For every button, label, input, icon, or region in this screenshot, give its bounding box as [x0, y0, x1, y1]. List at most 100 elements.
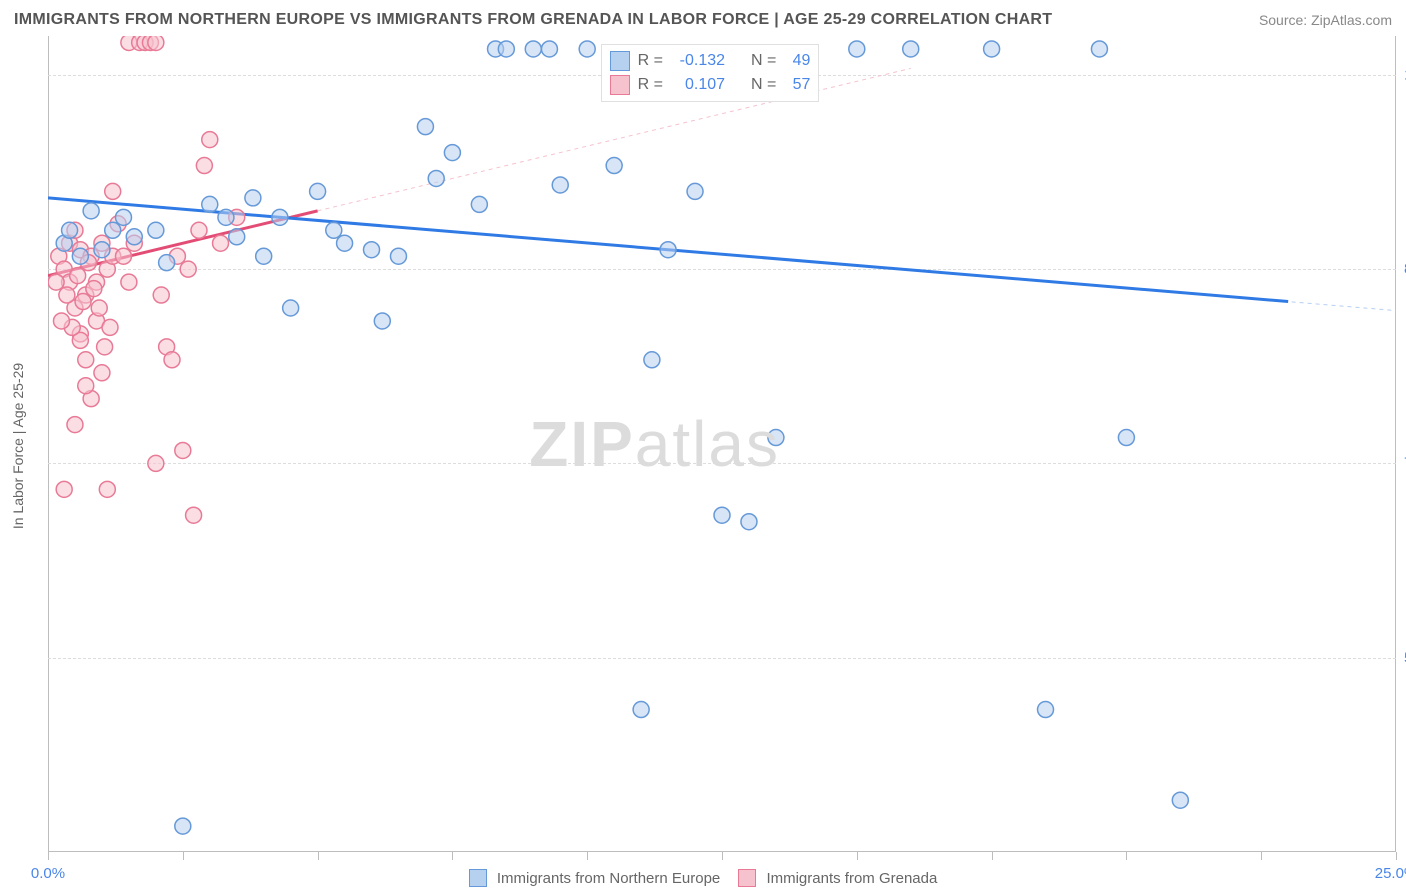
data-point — [687, 183, 703, 199]
data-point — [91, 300, 107, 316]
data-point — [633, 702, 649, 718]
data-point — [741, 514, 757, 530]
data-point — [196, 158, 212, 174]
corr-n-b: 57 — [784, 73, 810, 97]
data-point — [115, 248, 131, 264]
data-point — [283, 300, 299, 316]
legend-label-a: Immigrants from Northern Europe — [497, 870, 720, 887]
data-point — [444, 145, 460, 161]
chart-svg — [48, 36, 1396, 852]
corr-row-b: R = 0.107 N = 57 — [610, 73, 811, 97]
data-point — [714, 507, 730, 523]
data-point — [78, 352, 94, 368]
x-tick — [587, 852, 588, 860]
data-point — [202, 132, 218, 148]
data-point — [606, 158, 622, 174]
data-point — [99, 481, 115, 497]
data-point — [525, 41, 541, 57]
data-point — [126, 229, 142, 245]
data-point — [105, 222, 121, 238]
data-point — [417, 119, 433, 135]
data-point — [849, 41, 865, 57]
x-tick — [722, 852, 723, 860]
data-point — [1038, 702, 1054, 718]
corr-n-label: N = — [751, 49, 776, 73]
corr-n-label-b: N = — [751, 73, 776, 97]
plot-area: ZIPatlas R = -0.132 N = 49 R = 0.107 N =… — [48, 36, 1396, 852]
legend-item-a: Immigrants from Northern Europe — [469, 870, 721, 888]
x-tick — [992, 852, 993, 860]
x-tick — [48, 852, 49, 860]
data-point — [67, 417, 83, 433]
chart-title: IMMIGRANTS FROM NORTHERN EUROPE VS IMMIG… — [14, 11, 1052, 29]
data-point — [202, 196, 218, 212]
x-tick — [857, 852, 858, 860]
bottom-legend: Immigrants from Northern Europe Immigran… — [0, 870, 1406, 888]
data-point — [186, 507, 202, 523]
data-point — [229, 229, 245, 245]
corr-n-a: 49 — [784, 49, 810, 73]
data-point — [644, 352, 660, 368]
corr-r-a: -0.132 — [671, 49, 725, 73]
data-point — [374, 313, 390, 329]
data-point — [552, 177, 568, 193]
data-point — [115, 209, 131, 225]
data-point — [97, 339, 113, 355]
data-point — [541, 41, 557, 57]
corr-r-b: 0.107 — [671, 73, 725, 97]
legend-swatch-b — [738, 869, 756, 887]
data-point — [1091, 41, 1107, 57]
data-point — [175, 442, 191, 458]
data-point — [428, 170, 444, 186]
data-point — [53, 313, 69, 329]
data-point — [121, 274, 137, 290]
corr-row-a: R = -0.132 N = 49 — [610, 49, 811, 73]
data-point — [390, 248, 406, 264]
data-point — [148, 222, 164, 238]
x-tick — [318, 852, 319, 860]
data-point — [180, 261, 196, 277]
data-point — [1118, 430, 1134, 446]
data-point — [471, 196, 487, 212]
data-point — [105, 183, 121, 199]
data-point — [83, 203, 99, 219]
data-point — [48, 274, 64, 290]
data-point — [337, 235, 353, 251]
x-tick — [1126, 852, 1127, 860]
correlation-box: R = -0.132 N = 49 R = 0.107 N = 57 — [601, 44, 820, 102]
corr-r-label-b: R = — [638, 73, 663, 97]
data-point — [903, 41, 919, 57]
data-point — [310, 183, 326, 199]
data-point — [1172, 792, 1188, 808]
data-point — [579, 41, 595, 57]
data-point — [70, 268, 86, 284]
data-point — [94, 365, 110, 381]
data-point — [498, 41, 514, 57]
data-point — [78, 378, 94, 394]
corr-r-label: R = — [638, 49, 663, 73]
data-point — [218, 209, 234, 225]
data-point — [272, 209, 288, 225]
corr-swatch-b — [610, 75, 630, 95]
data-point — [326, 222, 342, 238]
legend-label-b: Immigrants from Grenada — [766, 870, 937, 887]
data-point — [984, 41, 1000, 57]
legend-item-b: Immigrants from Grenada — [738, 870, 937, 888]
data-point — [245, 190, 261, 206]
x-tick — [452, 852, 453, 860]
data-point — [59, 287, 75, 303]
data-point — [148, 455, 164, 471]
x-tick — [1396, 852, 1397, 860]
data-point — [256, 248, 272, 264]
data-point — [364, 242, 380, 258]
data-point — [153, 287, 169, 303]
data-point — [175, 818, 191, 834]
data-point — [148, 36, 164, 50]
data-point — [768, 430, 784, 446]
data-point — [164, 352, 180, 368]
data-point — [660, 242, 676, 258]
data-point — [102, 319, 118, 335]
data-point — [75, 294, 91, 310]
y-axis-title: In Labor Force | Age 25-29 — [10, 363, 26, 529]
data-point — [86, 281, 102, 297]
